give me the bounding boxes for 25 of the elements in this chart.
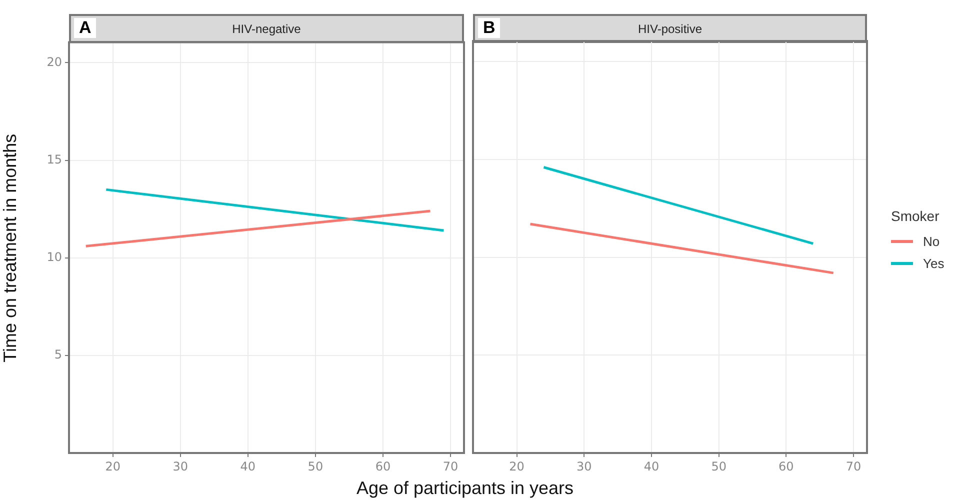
y-tick-label: 15 — [46, 152, 62, 166]
y-tick-label: 5 — [54, 348, 62, 362]
legend-title: Smoker — [891, 208, 940, 224]
x-tick-label: 30 — [172, 459, 188, 474]
x-tick-label: 60 — [778, 459, 794, 474]
x-tick-label: 60 — [375, 459, 391, 474]
legend-label: Yes — [923, 256, 944, 270]
chart-title: HIV-positive — [638, 22, 702, 36]
legend-label: No — [923, 234, 940, 248]
x-tick-label: 20 — [105, 459, 121, 474]
x-tick-label: 50 — [308, 459, 324, 474]
y-axis-title: Time on treatment in months — [0, 134, 20, 362]
chart-title: HIV-negative — [232, 22, 301, 36]
x-tick-label: 50 — [711, 459, 726, 474]
y-tick-label: 10 — [46, 250, 62, 264]
text: A — [74, 18, 96, 38]
x-axis-title: Age of participants in years — [355, 478, 575, 499]
x-tick-label: 20 — [509, 459, 524, 474]
x-tick-label: 70 — [846, 459, 862, 474]
x-tick-label: 70 — [442, 459, 458, 474]
x-tick-label: 40 — [240, 459, 256, 474]
x-tick-label: 30 — [576, 459, 592, 474]
text: B — [478, 18, 500, 38]
x-tick-label: 40 — [644, 459, 660, 474]
y-tick-label: 20 — [46, 54, 62, 69]
